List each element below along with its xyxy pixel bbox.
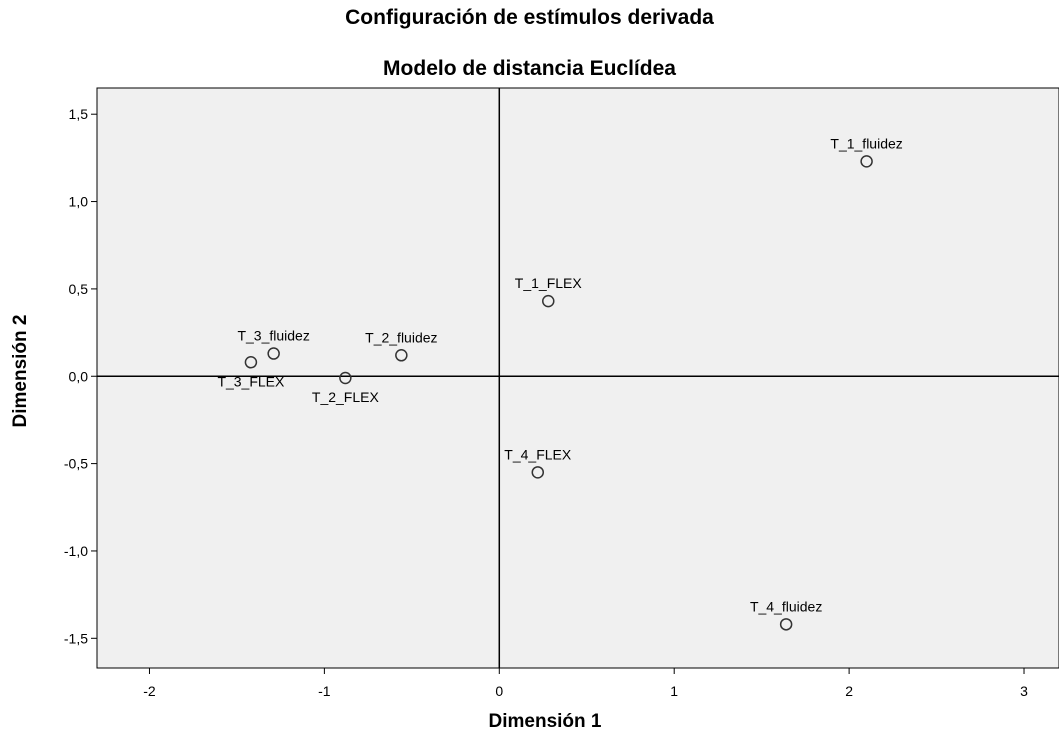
chart-subtitle: Modelo de distancia Euclídea bbox=[383, 57, 676, 80]
y-tick-label: 0,0 bbox=[69, 368, 89, 384]
data-point-label: T_1_fluidez bbox=[830, 135, 902, 151]
y-tick-label: 1,5 bbox=[69, 106, 89, 122]
data-point-label: T_3_fluidez bbox=[237, 328, 309, 344]
y-tick-label: 1,0 bbox=[69, 194, 89, 210]
y-tick-label: -1,0 bbox=[64, 543, 88, 559]
data-point bbox=[542, 294, 555, 308]
y-tick-label: -0,5 bbox=[64, 456, 88, 472]
plot-area bbox=[96, 87, 1059, 669]
data-point bbox=[779, 618, 793, 631]
x-tick-label: -2 bbox=[143, 683, 156, 699]
y-axis-title: Dimensión 2 bbox=[10, 315, 31, 428]
data-point-label: T_3_FLEX bbox=[217, 373, 285, 389]
x-tick-label: 3 bbox=[1020, 683, 1028, 699]
y-tick-label: -1,5 bbox=[64, 630, 88, 646]
y-tick-label: 0,5 bbox=[69, 281, 89, 297]
x-tick-label: 1 bbox=[670, 683, 678, 699]
data-point bbox=[860, 155, 873, 168]
data-point-label: T_2_FLEX bbox=[312, 389, 380, 405]
data-point bbox=[531, 466, 545, 479]
x-tick-label: 0 bbox=[495, 683, 503, 699]
data-point bbox=[339, 371, 352, 385]
data-point bbox=[395, 349, 408, 362]
data-point-label: T_4_fluidez bbox=[750, 598, 822, 614]
data-point bbox=[244, 356, 258, 369]
x-axis-title: Dimensión 1 bbox=[489, 711, 602, 732]
data-point bbox=[267, 347, 280, 360]
data-point-label: T_2_fluidez bbox=[365, 329, 437, 345]
data-point-label: T_4_FLEX bbox=[504, 446, 572, 462]
chart-title: Configuración de estímulos derivada bbox=[345, 6, 714, 29]
data-point-label: T_1_FLEX bbox=[515, 275, 583, 291]
x-tick-label: -1 bbox=[318, 683, 331, 699]
x-tick-label: 2 bbox=[845, 683, 853, 699]
